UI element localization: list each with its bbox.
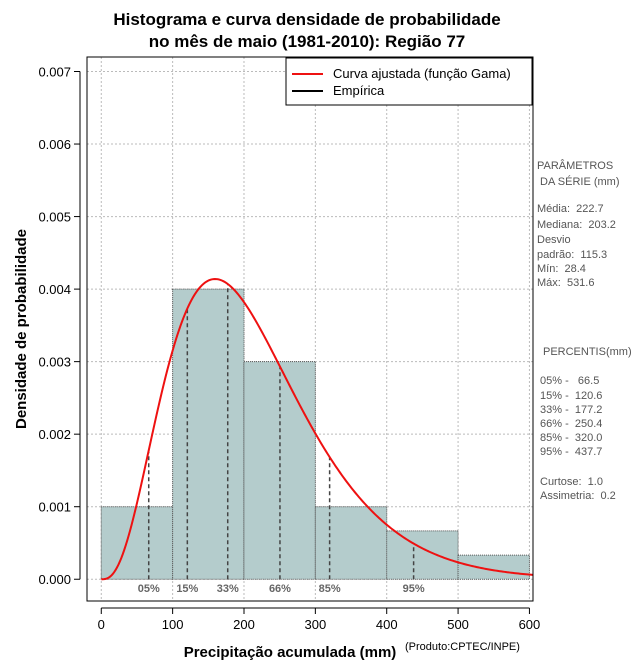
histogram-bar — [100, 506, 174, 580]
param-median: Mediana: 203.2 — [537, 219, 616, 231]
percentile-line: 33% - 177.2 — [540, 404, 602, 416]
legend-label-curve: Curva ajustada (função Gama) — [333, 66, 511, 81]
percentile-label: 15% — [176, 583, 198, 595]
x-tick-label: 0 — [98, 617, 105, 632]
x-axis-label: Precipitação acumulada (mm) — [184, 644, 397, 660]
x-tick-label: 200 — [233, 617, 255, 632]
shape-stats-panel: Curtose: 1.0 Assimetria: 0.2 — [540, 476, 616, 502]
parameters-header-2: DA SÉRIE (mm) — [537, 175, 620, 188]
percentile-label: 66% — [269, 583, 291, 595]
percentile-line: 85% - 320.0 — [540, 432, 602, 444]
x-tick-label: 100 — [162, 617, 184, 632]
percentile-line: 95% - 437.7 — [540, 446, 602, 458]
y-tick-label: 0.006 — [38, 137, 71, 152]
param-stddev-label: Desvio — [537, 234, 571, 246]
y-tick-label: 0.005 — [38, 210, 71, 225]
x-tick-label: 500 — [447, 617, 469, 632]
x-axis: 0 100 200 300 400 500 600 — [98, 607, 541, 632]
percentile-label: 05% — [138, 583, 160, 595]
chart-title-line-2: no mês de maio (1981-2010): Região 77 — [149, 32, 466, 51]
percentile-label: 85% — [319, 583, 341, 595]
percentiles-panel: PERCENTIS(mm) 05% - 66.5 15% - 120.6 33%… — [540, 346, 632, 458]
percentile-label: 33% — [217, 583, 239, 595]
x-tick-label: 400 — [376, 617, 398, 632]
param-max: Máx: 531.6 — [537, 277, 594, 289]
parameters-header-1: PARÂMETROS — [537, 159, 613, 172]
legend-label-empirical: Empírica — [333, 83, 385, 98]
legend-box — [285, 57, 533, 106]
x-tick-label: 300 — [305, 617, 327, 632]
histogram-bar — [457, 554, 530, 580]
x-tick-label: 600 — [519, 617, 541, 632]
histogram-bars — [100, 288, 530, 580]
histogram-bar — [172, 288, 245, 580]
histogram-bar — [386, 530, 459, 580]
gamma-fit-curve — [101, 278, 534, 581]
stat-kurtosis: Curtose: 1.0 — [540, 476, 603, 488]
legend: Curva ajustada (função Gama) Empírica — [285, 57, 533, 106]
y-tick-label: 0.002 — [38, 427, 71, 442]
y-tick-label: 0.000 — [38, 572, 71, 587]
percentile-markers: 05% 15% 33% 66% 85% 95% — [138, 283, 425, 595]
percentile-line: 66% - 250.4 — [540, 418, 602, 430]
plot-frame — [86, 56, 534, 602]
param-stddev-value: padrão: 115.3 — [537, 249, 607, 261]
param-mean: Média: 222.7 — [537, 203, 604, 215]
percentile-line: 15% - 120.6 — [540, 390, 602, 402]
y-tick-label: 0.003 — [38, 355, 71, 370]
gamma-curve-group — [101, 278, 534, 581]
param-min: Mín: 28.4 — [537, 263, 586, 275]
y-tick-label: 0.004 — [38, 282, 71, 297]
percentile-label: 95% — [403, 583, 425, 595]
histogram-bar — [314, 506, 388, 580]
stat-skewness: Assimetria: 0.2 — [540, 490, 616, 502]
y-tick-label: 0.001 — [38, 500, 71, 515]
y-axis: 0.000 0.001 0.002 0.003 0.004 0.005 0.006 0.007 — [38, 65, 81, 587]
parameters-panel: PARÂMETROS DA SÉRIE (mm) Média: 222.7 Me… — [537, 159, 620, 289]
y-tick-label: 0.007 — [38, 65, 71, 80]
product-credit: (Produto:CPTEC/INPE) — [405, 641, 520, 653]
y-axis-label: Densidade de probabilidade — [13, 229, 30, 429]
percentiles-header: PERCENTIS(mm) — [543, 346, 632, 358]
chart-title-line-1: Histograma e curva densidade de probabil… — [113, 10, 500, 29]
percentile-line: 05% - 66.5 — [540, 375, 599, 387]
